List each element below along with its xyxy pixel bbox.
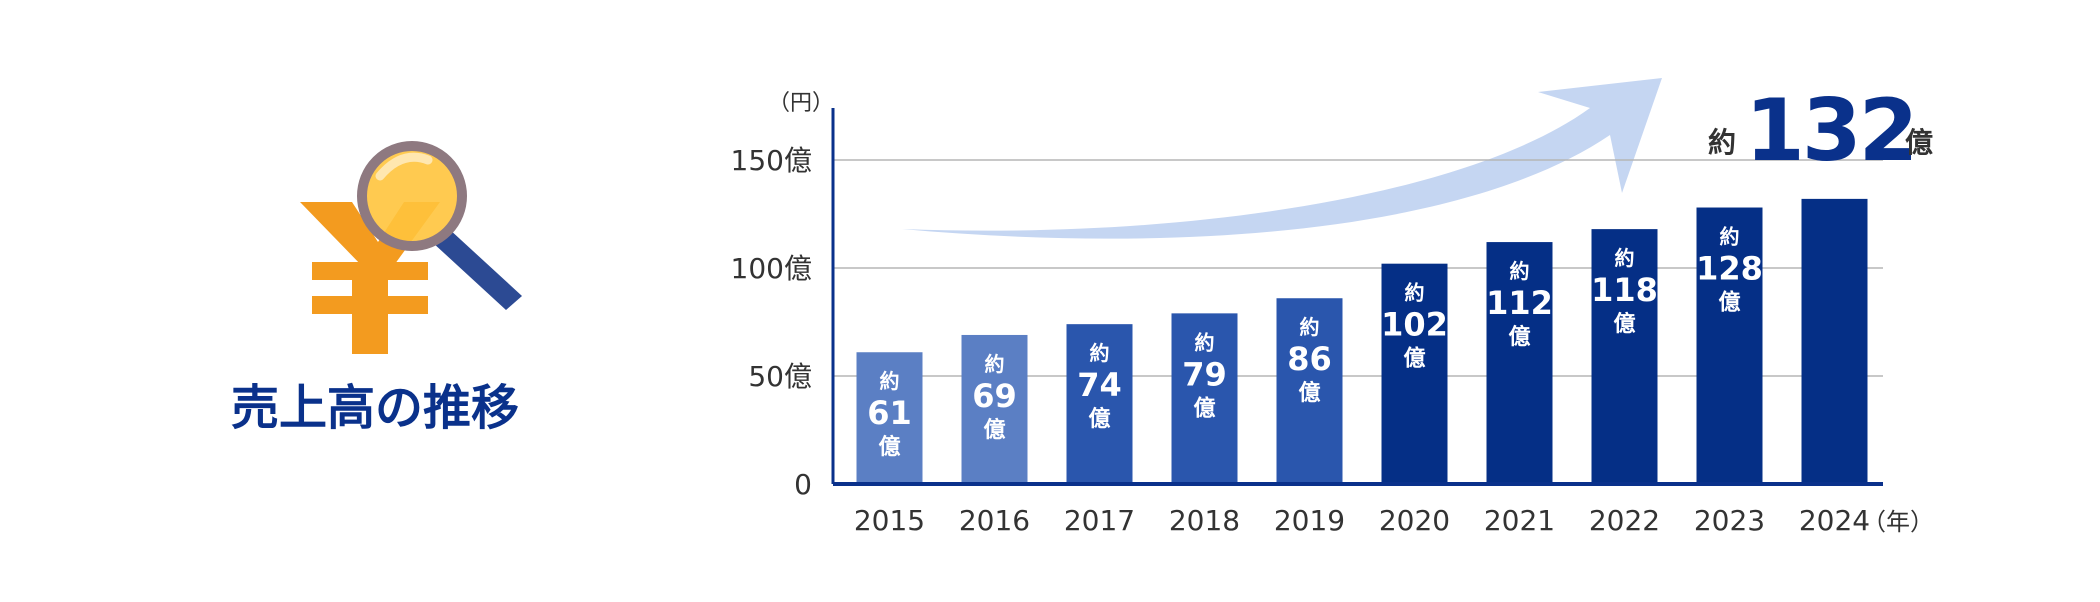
x-tick-label: 2015: [854, 504, 925, 537]
bar-label-suffix: 億: [1403, 346, 1425, 372]
bar-label-suffix: 億: [1508, 324, 1530, 350]
highlight-prefix: 約: [1708, 126, 1736, 159]
bar-label-prefix: 約: [1510, 259, 1530, 283]
highlight-value: 132: [1745, 81, 1916, 181]
bar-label-value: 128: [1696, 250, 1763, 288]
bar-label-value: 69: [972, 377, 1017, 415]
yen-magnifier-icon: [300, 141, 522, 354]
bar-label-prefix: 約: [1300, 315, 1320, 339]
y-tick-label: 100億: [731, 252, 812, 285]
x-tick-label: 2020: [1379, 504, 1450, 537]
bar-label-prefix: 約: [985, 352, 1005, 376]
bar-label-prefix: 約: [880, 369, 900, 393]
bar-label-suffix: 億: [983, 417, 1005, 443]
x-tick-label: 2019: [1274, 504, 1345, 537]
bar-label-prefix: 約: [1405, 281, 1425, 305]
bar: [856, 352, 923, 484]
y-tick-label: 0: [794, 468, 812, 501]
bar-label-suffix: 億: [1298, 380, 1320, 406]
bar: [1696, 207, 1763, 484]
bar-label-suffix: 億: [1088, 406, 1110, 432]
bar-label-prefix: 約: [1090, 341, 1110, 365]
bar: [1276, 298, 1343, 484]
x-tick-label: 2018: [1169, 504, 1240, 537]
bar-label-value: 112: [1486, 284, 1553, 322]
bars: [856, 198, 1868, 484]
x-tick-label: 2023: [1694, 504, 1765, 537]
bar: [1066, 324, 1133, 484]
x-tick-label: 2017: [1064, 504, 1135, 537]
bar-label-value: 102: [1381, 306, 1448, 344]
bar: [1591, 229, 1658, 484]
y-tick-label: 150億: [731, 144, 812, 177]
x-tick-label: 2021: [1484, 504, 1555, 537]
bar-label-value: 118: [1591, 271, 1658, 309]
bar-label-prefix: 約: [1195, 330, 1215, 354]
bar-label-value: 86: [1287, 340, 1332, 378]
magnifier-icon: [357, 141, 522, 310]
bar: [1486, 242, 1553, 484]
y-tick-label: 50億: [748, 360, 812, 393]
bar-label-suffix: 億: [1193, 395, 1215, 421]
bar: [961, 334, 1028, 484]
x-tick-label: 2024: [1799, 504, 1870, 537]
bar: [1381, 263, 1448, 484]
highlight-label: 約 132 億: [1708, 81, 1933, 181]
bar-label-value: 74: [1077, 366, 1122, 404]
x-tick-labels: 2015 2016 2017 2018 2019 2020 2021 2022 2023 2024: [854, 504, 1870, 537]
bar-label-value: 79: [1182, 355, 1227, 393]
highlight-suffix: 億: [1905, 126, 1933, 159]
bar-label-suffix: 億: [878, 434, 900, 460]
y-unit-label: （円）: [768, 91, 834, 116]
y-tick-labels: 0 50億 100億 150億: [731, 144, 812, 501]
page-title: 売上高の推移: [231, 380, 519, 436]
x-unit-label: （年）: [1862, 508, 1934, 536]
bar-label-prefix: 約: [1720, 225, 1740, 249]
x-tick-label: 2016: [959, 504, 1030, 537]
bar-label-value: 61: [867, 394, 912, 432]
bar: [1171, 313, 1238, 484]
bar-label-suffix: 億: [1613, 311, 1635, 337]
bar-label-suffix: 億: [1718, 290, 1740, 316]
x-tick-label: 2022: [1589, 504, 1660, 537]
growth-arrow: [902, 78, 1662, 239]
bar: [1801, 198, 1868, 484]
bar-label-prefix: 約: [1615, 246, 1635, 270]
